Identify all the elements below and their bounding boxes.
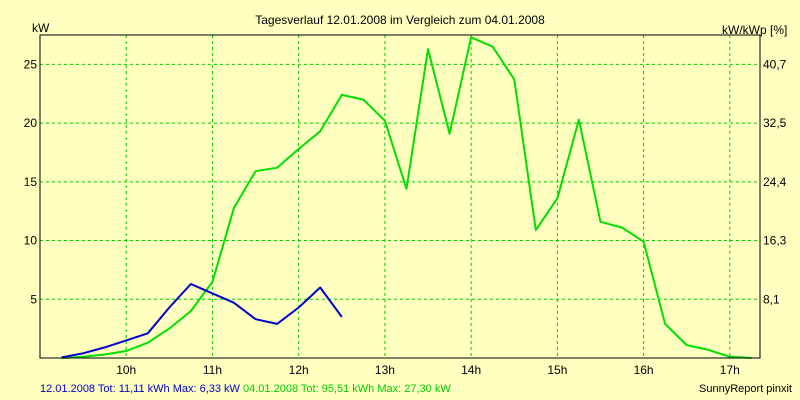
- right-tick-label-4: 40,7: [763, 57, 787, 71]
- footer-series-12-01: 12.01.2008 Tot: 11,11 kWh Max: 6,33 kW: [40, 383, 240, 395]
- brand-label: SunnyReport pinxit: [699, 383, 792, 395]
- right-tick-label-0: 8,1: [763, 292, 780, 306]
- series-lines: [61, 36, 752, 359]
- y-tick-label-3: 20: [24, 116, 38, 130]
- grid: [40, 35, 760, 358]
- x-tick-label-7: 17h: [720, 363, 740, 377]
- x-tick-label-3: 13h: [375, 363, 395, 377]
- right-tick-label-3: 32,5: [763, 116, 787, 130]
- series-line-04-01-2008: [61, 36, 752, 359]
- axis-ticks: 10h 11h 12h 13h 14h 15h 16h 17h 5 10 15 20 25 8,1 16,3…: [24, 57, 787, 377]
- chart-title: Tagesverlauf 12.01.2008 im Vergleich zum…: [255, 13, 545, 27]
- series-line-12-01-2008: [61, 283, 343, 359]
- x-tick-label-6: 16h: [634, 363, 654, 377]
- y-tick-label-1: 10: [24, 234, 38, 248]
- x-tick-label-5: 15h: [547, 363, 567, 377]
- y-tick-label-2: 15: [24, 175, 38, 189]
- right-tick-label-1: 16,3: [763, 234, 787, 248]
- plot-frame: [39, 34, 761, 359]
- left-axis-label: kW: [32, 21, 50, 35]
- right-tick-label-2: 24,4: [763, 175, 787, 189]
- footer-series-04-01: 04.01.2008 Tot: 95,51 kWh Max: 27,30 kW: [243, 383, 451, 395]
- x-tick-label-0: 10h: [116, 363, 136, 377]
- x-tick-label-4: 14h: [461, 363, 481, 377]
- footer-summary: 12.01.2008 Tot: 11,11 kWh Max: 6,33 kW 0…: [40, 383, 451, 395]
- x-tick-label-1: 11h: [203, 363, 222, 377]
- right-axis-label: kW/kWp [%]: [722, 23, 787, 37]
- x-tick-label-2: 12h: [289, 363, 309, 377]
- y-tick-label-0: 5: [30, 292, 37, 306]
- y-tick-label-4: 25: [24, 57, 38, 71]
